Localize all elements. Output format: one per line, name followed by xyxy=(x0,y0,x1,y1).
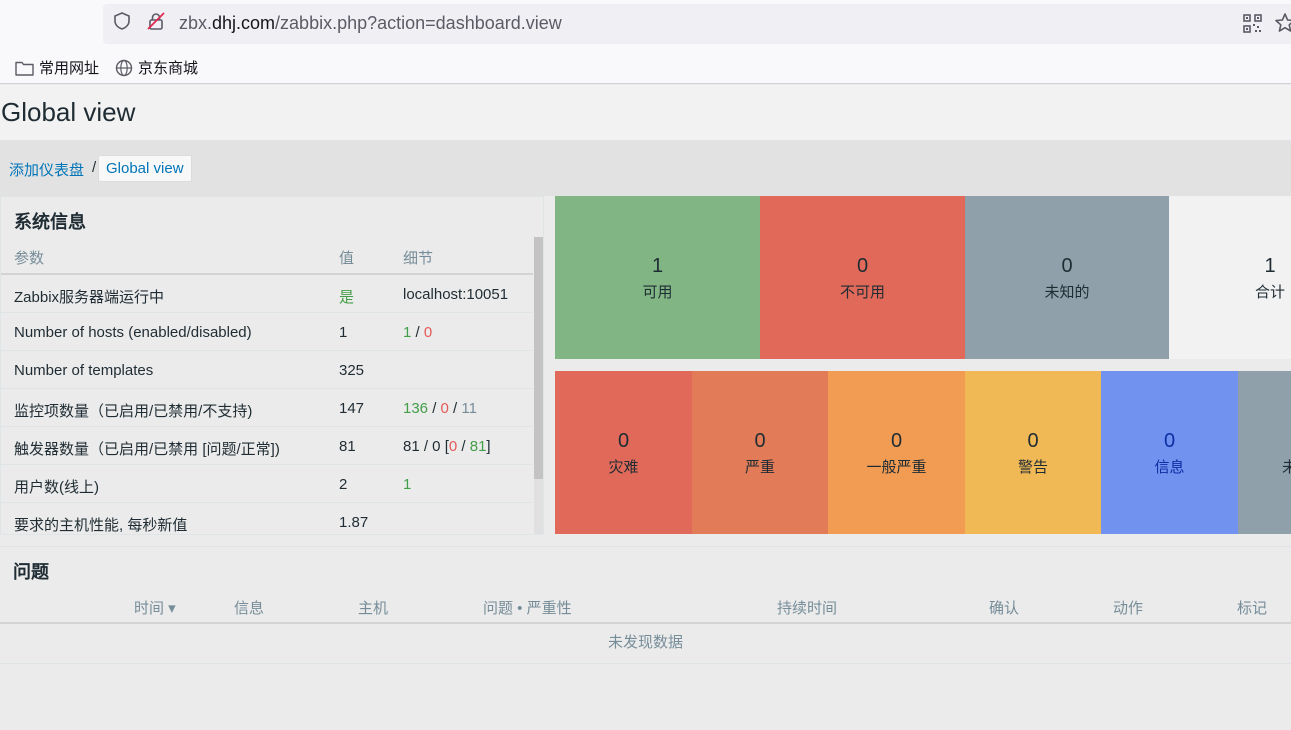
bookmark-label: 常用网址 xyxy=(39,60,100,77)
host-unavailable-tile[interactable]: 0 不可用 xyxy=(760,196,965,359)
no-data-message: 未发现数据 xyxy=(0,624,1291,664)
column-header-actions[interactable]: 动作 xyxy=(1113,600,1144,617)
param-cell: Zabbix服务器端运行中 xyxy=(14,289,165,306)
detail-cell: 136 / 0 / 11 xyxy=(403,400,477,417)
widget-title: 系统信息 xyxy=(14,212,86,232)
detail-cell: 1 xyxy=(403,476,412,493)
value-cell: 81 xyxy=(339,438,356,455)
column-header-ack[interactable]: 确认 xyxy=(989,600,1020,617)
tile-count: 0 xyxy=(1027,430,1039,452)
address-bar[interactable] xyxy=(103,4,1291,44)
breadcrumb-current-dashboard[interactable]: Global view xyxy=(98,155,192,182)
tile-count: 0 xyxy=(890,430,903,452)
table-row: 要求的主机性能, 每秒新值 1.87 xyxy=(1,503,533,534)
host-available-tile[interactable]: 1 可用 xyxy=(555,196,760,359)
tile-label: 灾难 xyxy=(608,459,639,476)
table-row: Number of templates 325 xyxy=(1,351,533,389)
tile-label: 严重 xyxy=(744,459,775,476)
severity-information-tile[interactable]: 0 信息 xyxy=(1101,371,1238,534)
column-header-detail[interactable]: 细节 xyxy=(403,250,434,267)
scrollbar-thumb[interactable] xyxy=(534,237,543,479)
folder-icon xyxy=(15,61,34,76)
breadcrumb-separator: / xyxy=(92,159,97,176)
page-title: Global view xyxy=(1,97,136,127)
column-header-info[interactable]: 信息 xyxy=(234,600,265,617)
severity-warning-tile[interactable]: 0 警告 xyxy=(965,371,1101,534)
param-cell: 要求的主机性能, 每秒新值 xyxy=(14,517,188,534)
value-cell: 1.87 xyxy=(339,514,369,531)
column-header-value[interactable]: 值 xyxy=(339,250,355,267)
value-cell: 2 xyxy=(339,476,348,493)
tile-count: 1 xyxy=(651,255,664,277)
breadcrumb-add-dashboard-link[interactable]: 添加仪表盘 xyxy=(9,162,85,179)
tile-count: 0 xyxy=(754,430,766,452)
severity-disaster-tile[interactable]: 0 灾难 xyxy=(555,371,692,534)
tile-count: 0 xyxy=(617,430,630,452)
tile-label: 可用 xyxy=(642,284,673,301)
tile-label: 未 xyxy=(1282,459,1291,476)
severity-high-tile[interactable]: 0 严重 xyxy=(692,371,828,534)
table-row: Number of hosts (enabled/disabled) 1 1 /… xyxy=(1,313,533,351)
param-cell: Number of hosts (enabled/disabled) xyxy=(14,324,252,341)
tile-label: 不可用 xyxy=(839,284,885,301)
table-header: 参数 值 细节 xyxy=(1,237,533,275)
tile-label: 信息 xyxy=(1154,459,1185,476)
tile-label: 一般严重 xyxy=(866,459,927,476)
tile-count: 1 xyxy=(1264,255,1276,277)
value-cell: 147 xyxy=(339,400,365,417)
bookmarks-bar: 常用网址 京东商城 xyxy=(0,49,1291,84)
value-cell: 1 xyxy=(339,324,348,341)
value-cell: 325 xyxy=(339,362,365,379)
breadcrumb: 添加仪表盘 / Global view xyxy=(0,141,1291,196)
host-total-tile[interactable]: 1 合计 xyxy=(1169,196,1291,359)
shield-icon[interactable] xyxy=(113,12,131,30)
severity-average-tile[interactable]: 0 一般严重 xyxy=(828,371,965,534)
column-header-duration[interactable]: 持续时间 xyxy=(777,600,838,617)
bookmark-label: 京东商城 xyxy=(138,60,199,77)
problems-widget: 问题 时间 ▾ 信息 主机 问题 • 严重性 持续时间 确认 动作 标记 未发现… xyxy=(0,546,1291,730)
tile-count: 0 xyxy=(1163,430,1176,452)
tile-count: 0 xyxy=(856,255,869,277)
param-cell: Number of templates xyxy=(14,362,154,379)
page-header: Global view xyxy=(0,85,1291,141)
detail-cell: localhost:10051 xyxy=(403,286,509,303)
table-row: 监控项数量（已启用/已禁用/不支持) 147 136 / 0 / 11 xyxy=(1,389,533,427)
param-cell: 用户数(线上) xyxy=(14,479,99,496)
column-header-host[interactable]: 主机 xyxy=(358,600,389,617)
tile-label: 警告 xyxy=(1017,459,1048,476)
problems-table-header: 时间 ▾ 信息 主机 问题 • 严重性 持续时间 确认 动作 标记 xyxy=(0,592,1291,624)
insecure-lock-icon[interactable] xyxy=(147,12,165,30)
value-cell: 是 xyxy=(339,289,355,306)
param-cell: 触发器数量（已启用/已禁用 [问题/正常]) xyxy=(14,441,280,458)
column-header-tags[interactable]: 标记 xyxy=(1237,600,1268,617)
column-header-problem-severity[interactable]: 问题 • 严重性 xyxy=(483,600,572,617)
bookmark-jd[interactable]: 京东商城 xyxy=(115,57,198,78)
table-row: Zabbix服务器端运行中 是 localhost:10051 xyxy=(1,275,533,313)
host-unknown-tile[interactable]: 0 未知的 xyxy=(965,196,1169,359)
column-header-param[interactable]: 参数 xyxy=(14,250,45,267)
column-header-time[interactable]: 时间 ▾ xyxy=(134,600,176,617)
severity-not-classified-tile[interactable]: 未 xyxy=(1238,371,1291,534)
bookmark-folder-common[interactable]: 常用网址 xyxy=(15,57,99,78)
param-cell: 监控项数量（已启用/已禁用/不支持) xyxy=(14,403,253,420)
table-row: 用户数(线上) 2 1 xyxy=(1,465,533,503)
detail-cell: 1 / 0 xyxy=(403,324,433,341)
globe-icon xyxy=(115,59,133,76)
url-text[interactable]: zbx.dhj.com/zabbix.php?action=dashboard.… xyxy=(179,13,562,33)
qr-code-icon[interactable] xyxy=(1243,14,1262,33)
widget-title: 问题 xyxy=(13,562,49,582)
bookmark-star-icon[interactable] xyxy=(1274,12,1291,34)
table-row: 触发器数量（已启用/已禁用 [问题/正常]) 81 81 / 0 [0 / 81… xyxy=(1,427,533,465)
tile-count: 0 xyxy=(1061,255,1073,277)
system-info-widget: 系统信息 参数 值 细节 Zabbix服务器端运行中 是 localhost:1… xyxy=(0,196,544,535)
detail-cell: 81 / 0 [0 / 81] xyxy=(403,438,491,455)
browser-toolbar: zbx.dhj.com/zabbix.php?action=dashboard.… xyxy=(0,0,1291,49)
tile-label: 未知的 xyxy=(1044,284,1090,301)
tile-label: 合计 xyxy=(1254,284,1285,301)
